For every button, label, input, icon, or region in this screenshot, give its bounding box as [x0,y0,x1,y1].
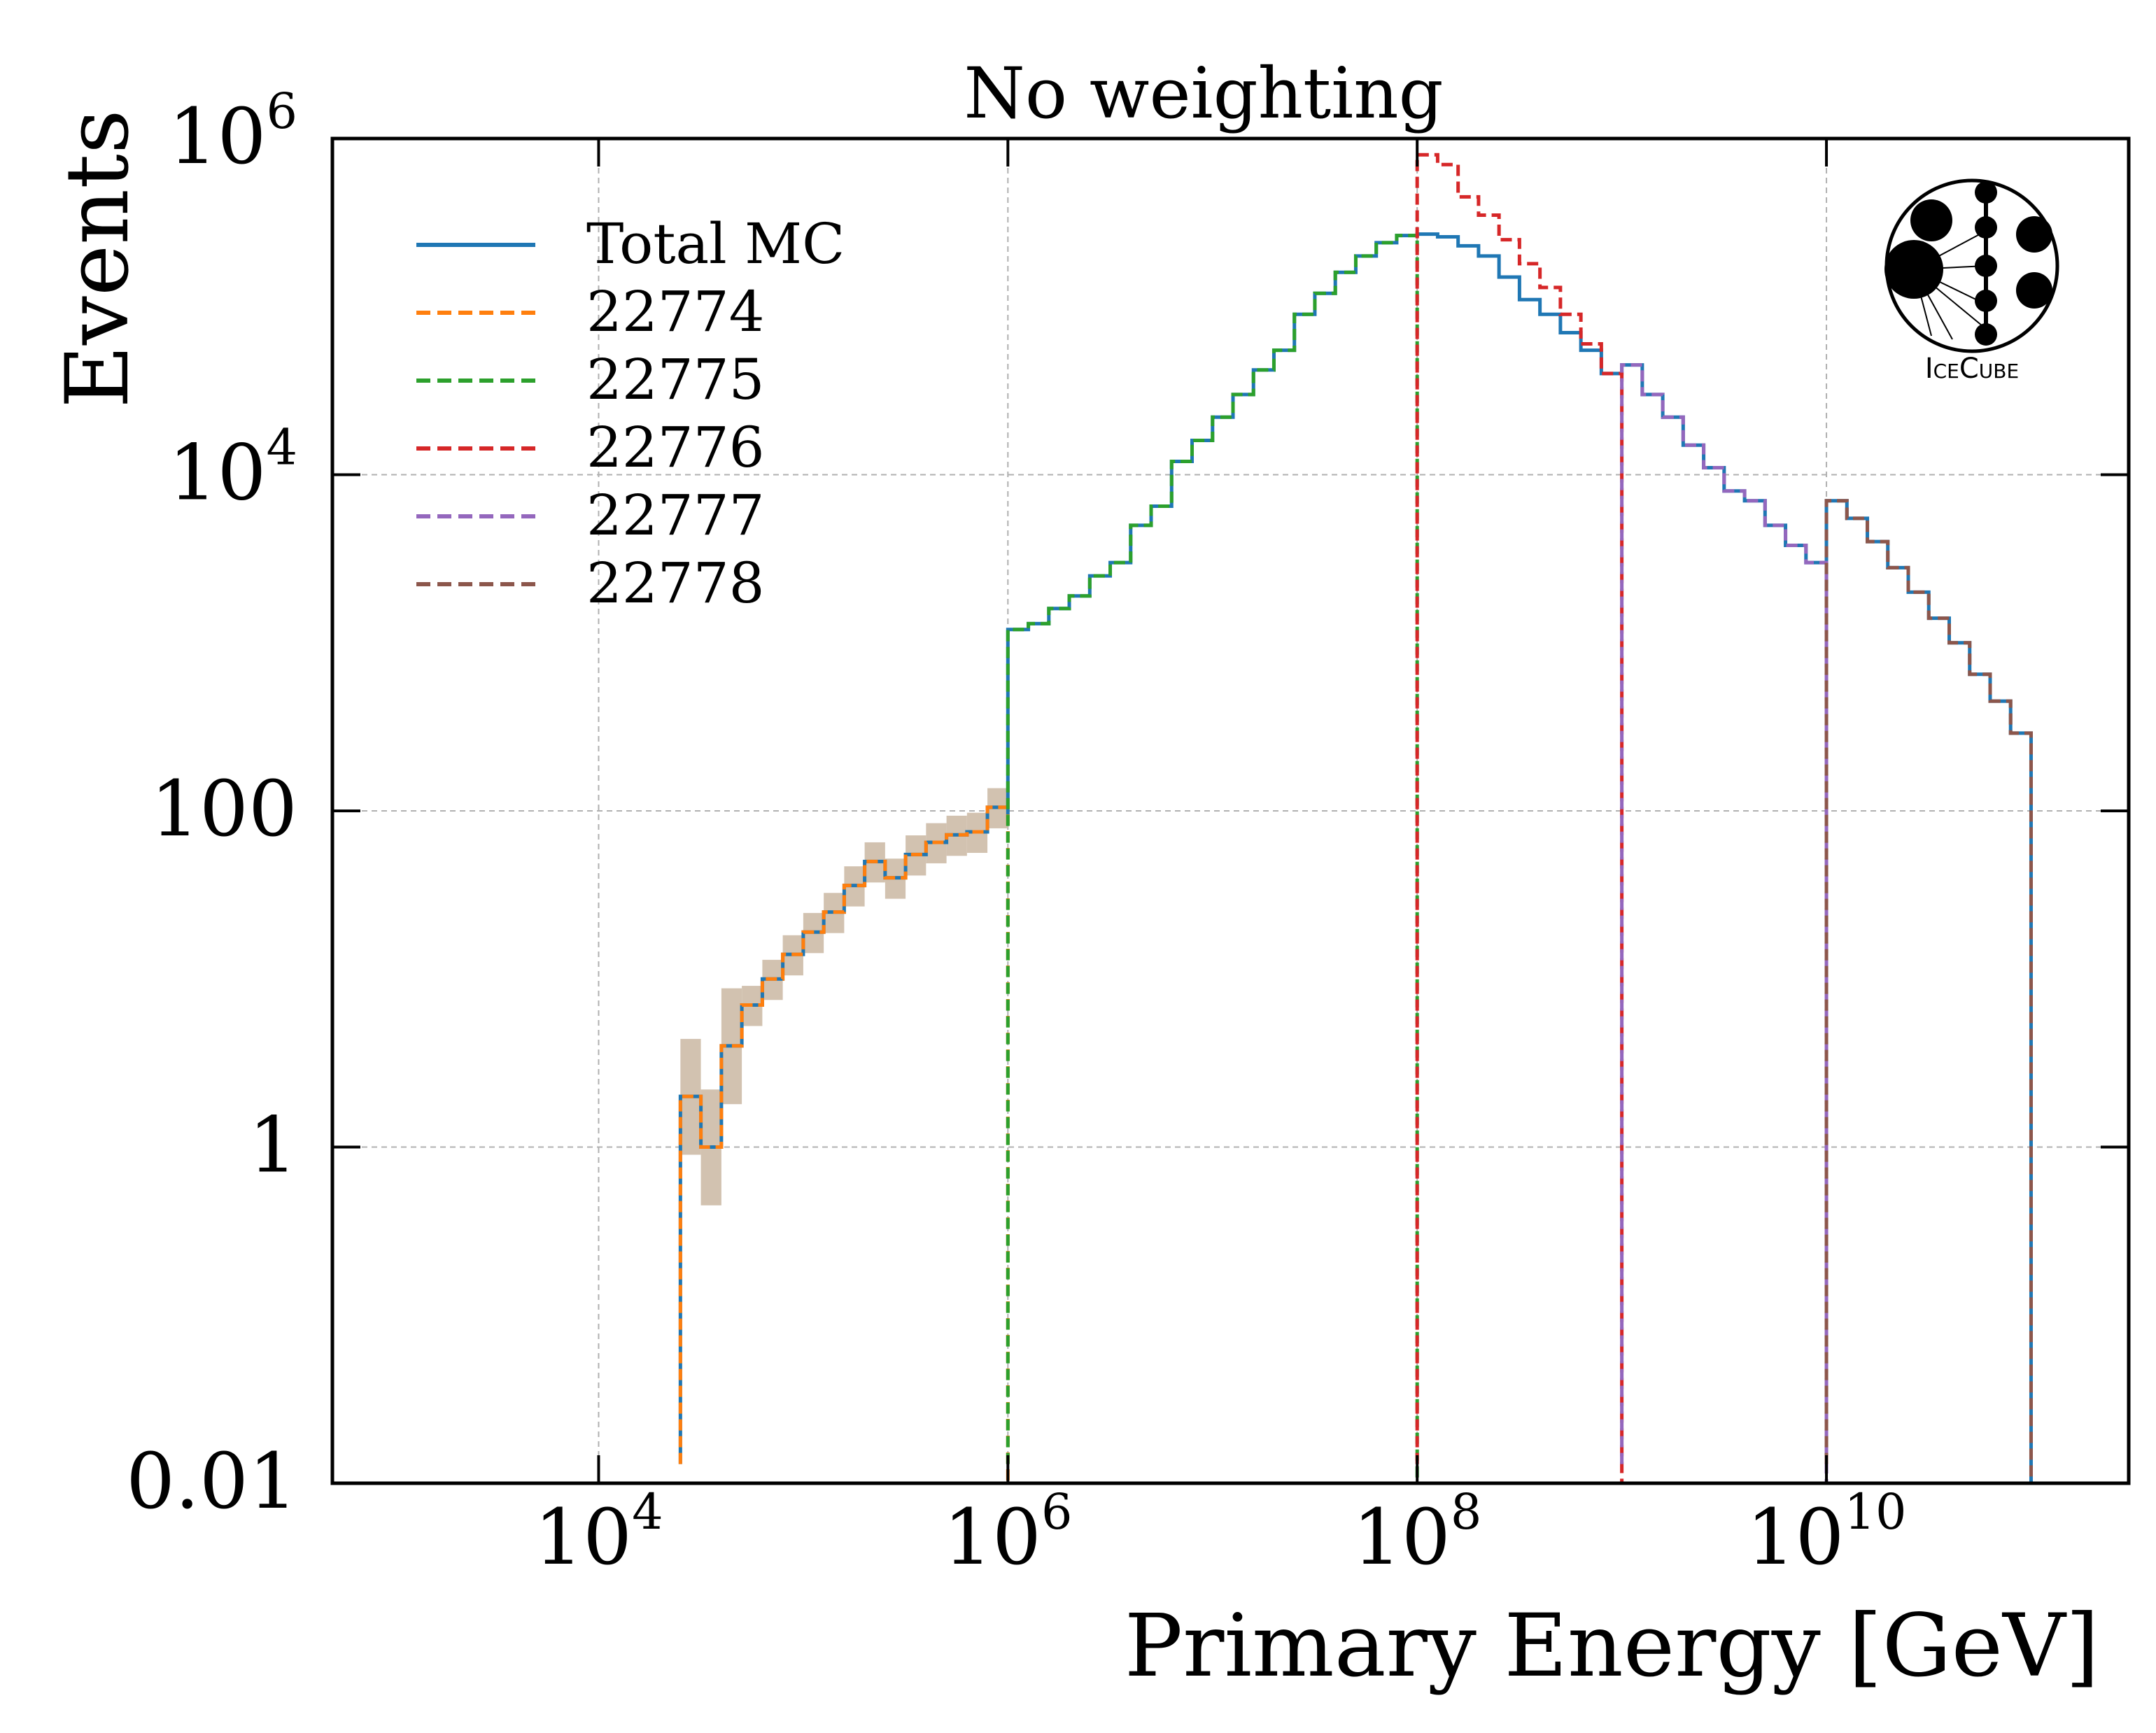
series-layer [678,153,2033,1483]
series-line-22775 [1006,234,1419,1483]
x-tick-label: 108 [1353,1483,1482,1582]
chart-title: No weighting [964,52,1443,134]
axis-ticks: 104 106 108 1010 0.01 1 100 104 106 [126,83,2129,1582]
y-tick-label: 0.01 [126,1436,297,1526]
y-tick-label: 100 [150,764,297,854]
legend-label: 22775 [586,347,765,412]
legend-label: 22776 [586,415,765,480]
series-line-22776 [1415,153,1624,1483]
legend-label: Total MC [586,211,845,276]
series-line-22774 [678,805,1010,1483]
y-tick-label: 106 [168,83,297,181]
x-axis-label: Primary Energy [GeV] [1125,1596,2099,1697]
series-line-22777 [1620,363,1829,1483]
x-tick-label: 104 [534,1483,663,1582]
y-axis-label: Events [48,109,148,408]
legend-label: 22774 [586,279,765,344]
legend-label: 22777 [586,483,765,548]
x-tick-label: 106 [943,1483,1073,1582]
icecube-logo-text: IceCube [1925,353,2019,385]
x-tick-label: 1010 [1747,1483,1907,1582]
legend-label: 22778 [586,551,765,616]
icecube-logo: IceCube [1884,178,2059,385]
series-line-22778 [1824,499,2033,1483]
y-tick-label: 104 [168,419,297,518]
y-tick-label: 1 [248,1101,297,1190]
